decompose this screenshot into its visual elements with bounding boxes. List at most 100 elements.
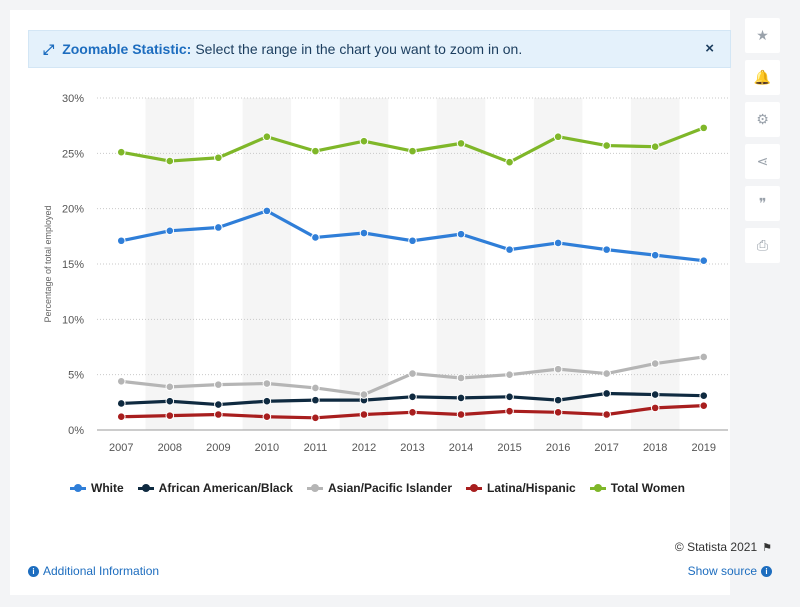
data-point-asian-pacific-islander — [456, 373, 466, 383]
copyright: © Statista 2021 ⚑ — [675, 540, 772, 554]
y-tick-label: 10% — [62, 314, 84, 326]
series-line-white — [120, 209, 704, 263]
data-point-latina-hispanic — [699, 401, 709, 410]
x-tick-label: 2019 — [691, 442, 715, 454]
x-tick-label: 2018 — [643, 442, 667, 454]
settings-gear-icon[interactable]: ⚙ — [745, 102, 780, 137]
data-point-african-american-black — [602, 389, 611, 398]
y-tick-label: 20% — [62, 204, 84, 216]
x-tick-label: 2008 — [158, 442, 182, 454]
data-point-latina-hispanic — [456, 410, 466, 419]
additional-information-label: Additional Information — [43, 564, 160, 578]
data-point-white — [165, 226, 175, 236]
close-icon[interactable]: × — [705, 40, 714, 57]
data-point-african-american-black — [650, 390, 660, 399]
data-point-total-women — [116, 147, 126, 157]
data-point-total-women — [602, 141, 611, 150]
chart-legend: White African American/Black Asian/Pacific… — [70, 480, 699, 496]
data-point-asian-pacific-islander — [699, 352, 709, 362]
flag-icon[interactable]: ⚑ — [762, 541, 772, 554]
data-point-latina-hispanic — [505, 406, 514, 416]
zoom-banner-text: Select the range in the chart you want t… — [195, 41, 523, 57]
show-source-link[interactable]: Show source i — [688, 564, 772, 578]
data-point-white — [699, 256, 709, 265]
x-tick-label: 2015 — [497, 442, 521, 454]
zoom-banner-title: Zoomable Statistic: — [62, 41, 192, 57]
legend-swatch — [466, 483, 483, 492]
data-point-white — [116, 236, 126, 246]
data-point-total-women — [311, 146, 320, 156]
data-point-latina-hispanic — [116, 412, 126, 422]
data-point-white — [553, 238, 563, 248]
data-point-latina-hispanic — [311, 413, 320, 423]
legend-item-white[interactable]: White — [70, 481, 124, 495]
data-point-latina-hispanic — [602, 410, 611, 419]
data-point-latina-hispanic — [262, 412, 272, 422]
data-point-african-american-black — [165, 396, 175, 406]
data-point-latina-hispanic — [408, 407, 417, 417]
data-point-white — [650, 250, 660, 260]
data-point-latina-hispanic — [650, 403, 660, 413]
series-line-total-women — [120, 126, 705, 164]
legend-item-asian-pacific-islander[interactable]: Asian/Pacific Islander — [306, 481, 453, 495]
legend-label: Total Women — [610, 481, 685, 495]
print-icon[interactable]: ⎙ — [745, 228, 780, 263]
show-source-label: Show source — [687, 564, 757, 578]
data-point-white — [311, 233, 320, 242]
y-axis-label: Percentage of total employed — [43, 205, 53, 322]
legend-item-total-women[interactable]: Total Women — [589, 481, 685, 495]
data-point-african-american-black — [456, 393, 466, 403]
x-tick-label: 2012 — [352, 442, 376, 454]
data-point-asian-pacific-islander — [505, 370, 514, 379]
additional-information-link[interactable]: i Additional Information — [28, 564, 159, 578]
y-tick-label: 5% — [68, 370, 84, 382]
legend-item-latina-hispanic[interactable]: Latina/Hispanic — [466, 481, 576, 495]
data-point-total-women — [408, 146, 417, 156]
data-point-asian-pacific-islander — [553, 364, 563, 374]
data-point-asian-pacific-islander — [165, 382, 175, 392]
data-point-african-american-black — [262, 396, 272, 406]
data-point-asian-pacific-islander — [602, 369, 611, 378]
favorite-star-icon[interactable]: ★ — [745, 18, 780, 53]
data-point-white — [456, 229, 466, 239]
data-point-latina-hispanic — [359, 410, 369, 419]
x-tick-label: 2013 — [400, 442, 424, 454]
data-point-white — [359, 228, 369, 238]
x-tick-label: 2010 — [255, 442, 279, 454]
data-point-white — [602, 245, 611, 254]
legend-label: Asian/Pacific Islander — [327, 481, 453, 495]
y-tick-label: 15% — [62, 259, 84, 271]
legend-label: Latina/Hispanic — [487, 481, 576, 495]
data-point-white — [505, 245, 514, 254]
expand-arrows-icon: ⤢ — [43, 40, 55, 57]
legend-swatch — [70, 483, 86, 492]
x-tick-label: 2016 — [546, 442, 570, 454]
citation-quote-icon[interactable]: ❞ — [745, 186, 780, 221]
data-point-total-women — [650, 142, 660, 151]
data-point-total-women — [456, 139, 466, 148]
data-point-asian-pacific-islander — [214, 380, 223, 389]
notification-bell-icon[interactable]: 🔔 — [745, 60, 780, 95]
data-point-asian-pacific-islander — [311, 383, 320, 393]
data-point-total-women — [553, 132, 563, 142]
data-point-african-american-black — [553, 395, 563, 405]
data-point-total-women — [505, 157, 514, 167]
legend-label: White — [91, 481, 124, 495]
data-point-latina-hispanic — [214, 410, 223, 419]
legend-swatch — [306, 483, 323, 492]
data-point-white — [262, 206, 272, 216]
legend-swatch — [589, 483, 606, 492]
data-point-asian-pacific-islander — [116, 377, 126, 386]
data-point-asian-pacific-islander — [408, 369, 417, 378]
x-tick-label: 2014 — [449, 442, 473, 454]
x-tick-label: 2011 — [304, 442, 328, 454]
y-tick-label: 30% — [62, 93, 84, 105]
share-icon[interactable]: ⋖ — [745, 144, 780, 179]
legend-label: African American/Black — [158, 481, 293, 495]
legend-item-african-american-black[interactable]: African American/Black — [137, 481, 293, 495]
data-point-asian-pacific-islander — [650, 359, 660, 368]
copyright-text: © Statista 2021 — [674, 540, 758, 554]
data-point-white — [408, 236, 417, 246]
y-tick-label: 25% — [62, 148, 84, 160]
